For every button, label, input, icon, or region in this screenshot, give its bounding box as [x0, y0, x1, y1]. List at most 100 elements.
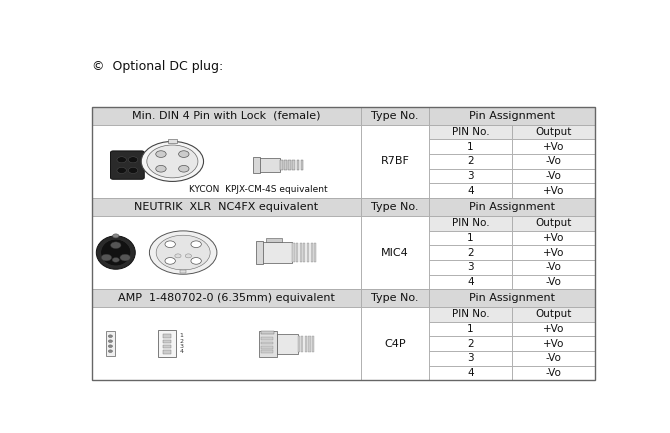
- Text: 3: 3: [467, 353, 474, 363]
- Bar: [429, 275, 512, 289]
- Bar: [158, 330, 176, 357]
- Text: -Vo: -Vo: [546, 262, 561, 272]
- Bar: [92, 107, 595, 380]
- Bar: [512, 154, 595, 169]
- Text: Output: Output: [535, 127, 572, 137]
- Text: 4: 4: [191, 169, 196, 175]
- Ellipse shape: [96, 236, 135, 269]
- Circle shape: [112, 258, 119, 262]
- Bar: [429, 169, 512, 184]
- Text: MIC4: MIC4: [381, 248, 409, 258]
- Circle shape: [109, 350, 113, 352]
- Bar: [163, 345, 171, 349]
- Bar: [305, 336, 307, 352]
- Circle shape: [185, 254, 192, 258]
- Bar: [429, 366, 512, 380]
- Text: -Vo: -Vo: [546, 171, 561, 181]
- Text: Output: Output: [535, 218, 572, 228]
- Bar: [512, 275, 595, 289]
- Text: Pin Assignment: Pin Assignment: [469, 202, 555, 212]
- Bar: [512, 322, 595, 336]
- Circle shape: [191, 241, 201, 248]
- Bar: [512, 184, 595, 198]
- Bar: [92, 125, 361, 198]
- Bar: [261, 337, 273, 340]
- Text: ©  Optional DC plug:: © Optional DC plug:: [92, 60, 223, 73]
- Circle shape: [109, 340, 113, 343]
- Circle shape: [129, 157, 138, 163]
- FancyBboxPatch shape: [111, 151, 144, 179]
- Bar: [180, 270, 186, 273]
- Bar: [429, 216, 512, 230]
- Text: 2: 2: [149, 148, 154, 154]
- Bar: [301, 160, 304, 171]
- Text: -Vo: -Vo: [546, 353, 561, 363]
- Bar: [259, 158, 280, 172]
- Bar: [512, 366, 595, 380]
- Text: 4: 4: [467, 186, 474, 196]
- Bar: [168, 139, 176, 143]
- Circle shape: [120, 254, 131, 261]
- Bar: [429, 351, 512, 366]
- Bar: [253, 157, 260, 173]
- Bar: [261, 350, 273, 353]
- Bar: [92, 107, 361, 125]
- Bar: [163, 339, 171, 343]
- Text: 4: 4: [180, 349, 184, 354]
- Bar: [311, 243, 313, 262]
- Bar: [299, 243, 302, 262]
- Text: 2: 2: [467, 248, 474, 258]
- Circle shape: [101, 254, 112, 261]
- Bar: [429, 322, 512, 336]
- Bar: [429, 184, 512, 198]
- Bar: [261, 346, 273, 349]
- Bar: [512, 139, 595, 154]
- Circle shape: [141, 142, 204, 181]
- Circle shape: [179, 165, 189, 172]
- Text: 3: 3: [180, 344, 184, 349]
- Bar: [512, 230, 595, 245]
- Text: +Vo: +Vo: [543, 248, 564, 258]
- Bar: [261, 342, 273, 344]
- Bar: [512, 125, 595, 139]
- Bar: [284, 160, 287, 171]
- Bar: [106, 331, 115, 356]
- Text: 1: 1: [467, 142, 474, 152]
- Bar: [429, 230, 512, 245]
- Circle shape: [111, 242, 121, 249]
- Circle shape: [149, 231, 217, 274]
- Text: 3: 3: [191, 148, 196, 154]
- Bar: [304, 243, 306, 262]
- Text: Pin Assignment: Pin Assignment: [469, 293, 555, 303]
- Bar: [92, 307, 361, 380]
- Bar: [361, 125, 429, 198]
- Bar: [280, 160, 283, 171]
- Bar: [361, 107, 429, 125]
- Circle shape: [117, 168, 127, 174]
- Bar: [429, 289, 595, 307]
- Bar: [293, 243, 295, 262]
- Bar: [429, 260, 512, 275]
- Bar: [361, 307, 429, 380]
- Bar: [92, 198, 361, 216]
- Circle shape: [165, 241, 176, 248]
- Text: 1: 1: [467, 324, 474, 334]
- Text: +Vo: +Vo: [543, 233, 564, 243]
- Circle shape: [156, 235, 210, 270]
- Circle shape: [113, 234, 119, 238]
- Bar: [512, 169, 595, 184]
- Circle shape: [165, 258, 176, 264]
- Text: AMP  1-480702-0 (6.35mm) equivalent: AMP 1-480702-0 (6.35mm) equivalent: [118, 293, 335, 303]
- Text: Pin Assignment: Pin Assignment: [469, 111, 555, 121]
- Bar: [261, 242, 293, 263]
- Bar: [267, 239, 282, 242]
- Text: Min. DIN 4 Pin with Lock  (female): Min. DIN 4 Pin with Lock (female): [132, 111, 320, 121]
- Text: 4: 4: [467, 368, 474, 378]
- Bar: [512, 336, 595, 351]
- Bar: [512, 307, 595, 322]
- Bar: [261, 331, 274, 334]
- Text: 2: 2: [180, 339, 184, 343]
- Text: Type No.: Type No.: [371, 293, 419, 303]
- Bar: [308, 336, 310, 352]
- Circle shape: [109, 335, 113, 337]
